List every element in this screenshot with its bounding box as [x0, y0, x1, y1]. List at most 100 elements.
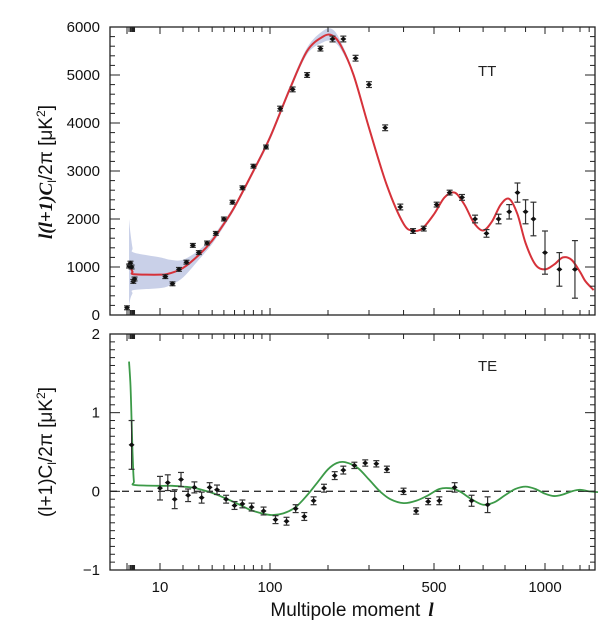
tt-y-tick-label: 0	[92, 307, 100, 324]
tt-marker	[514, 190, 520, 195]
tt-x-ticks	[127, 27, 589, 315]
tt-data-point	[506, 205, 512, 219]
te-data-point	[425, 498, 431, 504]
tt-y-tick-label: 1000	[67, 259, 100, 276]
te-marker	[362, 461, 368, 466]
tt-marker	[353, 56, 359, 61]
te-marker	[199, 495, 205, 500]
tt-data-point	[523, 200, 529, 224]
tt-y-axis-title: l(l+1)Cl/2π [μK2]	[34, 105, 59, 239]
te-data-point	[223, 495, 229, 503]
te-marker	[272, 517, 278, 522]
tt-y-tick-label: 3000	[67, 163, 100, 180]
tt-data-point	[542, 231, 548, 274]
tt-y-tick-label: 6000	[67, 19, 100, 36]
te-marker	[373, 461, 379, 466]
tt-data-point	[176, 267, 182, 272]
x-axis-title: Multipole moment l	[270, 600, 434, 621]
tt-data-point	[340, 36, 346, 42]
tt-data-points	[124, 36, 578, 310]
tt-data-point	[213, 231, 219, 236]
tt-ylabel-main: l(l+1)C	[36, 182, 57, 239]
te-data-points	[129, 421, 491, 526]
tt-panel-label: TT	[478, 63, 496, 80]
tt-data-point	[382, 125, 388, 131]
te-marker	[332, 473, 338, 478]
te-marker	[436, 498, 442, 503]
x-tick-labels: 101005001000	[152, 579, 562, 596]
tt-ylabel-end: ]	[36, 105, 57, 110]
tt-marker	[304, 73, 310, 78]
tt-data-point	[572, 241, 578, 299]
te-marker	[301, 514, 307, 519]
tt-data-point	[250, 164, 256, 169]
tt-y-tick-label: 4000	[67, 115, 100, 132]
x-axis-title-text: Multipole moment	[270, 600, 421, 621]
te-data-point	[373, 461, 379, 467]
te-marker	[384, 467, 390, 472]
te-marker	[207, 485, 213, 490]
te-marker	[165, 480, 171, 485]
tt-data-point	[263, 145, 269, 150]
te-marker	[401, 489, 407, 494]
te-data-point	[485, 497, 491, 513]
tt-marker	[506, 209, 512, 214]
tt-data-point	[196, 250, 202, 255]
te-data-point	[272, 516, 278, 524]
te-y-tick-label: 2	[92, 326, 100, 343]
tt-band-area	[129, 28, 594, 305]
tt-marker	[340, 37, 346, 42]
te-panel-label: TE	[478, 358, 497, 375]
tt-data-point	[239, 185, 245, 190]
tt-marker	[397, 205, 403, 210]
tt-data-point	[496, 214, 502, 224]
te-panel: −1012 TE (l+1)Cl/2π [μK2]	[34, 326, 598, 579]
te-ylabel-rest: /2π [μK	[36, 399, 57, 462]
te-data-point	[332, 472, 338, 480]
tt-data-point	[397, 204, 403, 210]
te-data-point	[157, 476, 163, 500]
tt-data-point	[514, 183, 520, 202]
te-marker	[185, 493, 191, 498]
tt-y-tick-label: 5000	[67, 67, 100, 84]
te-data-point	[401, 488, 407, 494]
te-data-point	[199, 492, 205, 503]
tt-data-point	[530, 202, 536, 236]
tt-data-point	[221, 217, 227, 222]
tt-data-point	[169, 281, 175, 286]
tt-uncertainty-band	[129, 28, 594, 305]
te-marker	[172, 497, 178, 502]
tt-data-point	[229, 200, 235, 205]
x-tick-label: 500	[421, 579, 446, 596]
te-data-point	[384, 466, 390, 472]
te-data-point	[165, 475, 171, 491]
te-marker	[321, 486, 327, 491]
te-data-point	[311, 497, 317, 505]
te-data-point	[178, 472, 184, 486]
tt-data-point	[421, 226, 427, 231]
tt-data-point	[162, 274, 168, 279]
cmb-power-spectrum-chart: 0100020003000400050006000 TT l(l+1)Cl/2π…	[0, 0, 610, 630]
tt-data-point	[366, 82, 372, 88]
tt-data-point	[190, 243, 196, 248]
tt-data-point	[183, 260, 189, 265]
x-tick-label: 1000	[528, 579, 561, 596]
tt-ylabel-rest: /2π [μK	[36, 117, 57, 180]
tt-marker	[483, 231, 489, 236]
te-y-tick-label: −1	[83, 562, 100, 579]
te-ylabel-end: ]	[36, 387, 57, 392]
te-marker	[469, 498, 475, 503]
te-data-point	[413, 508, 419, 514]
tt-marker	[382, 125, 388, 130]
x-axis-title-symbol: l	[428, 600, 434, 621]
te-plot-frame	[110, 334, 595, 570]
tt-marker	[556, 267, 562, 272]
tt-data-point	[317, 46, 323, 51]
te-y-tick-label: 1	[92, 405, 100, 422]
te-y-axis-title: (l+1)Cl/2π [μK2]	[34, 387, 59, 517]
te-x-ticks	[127, 334, 589, 570]
te-y-ticks: −1012	[83, 326, 595, 579]
te-marker	[129, 442, 135, 447]
te-data-point	[301, 513, 307, 521]
te-marker	[293, 506, 299, 511]
